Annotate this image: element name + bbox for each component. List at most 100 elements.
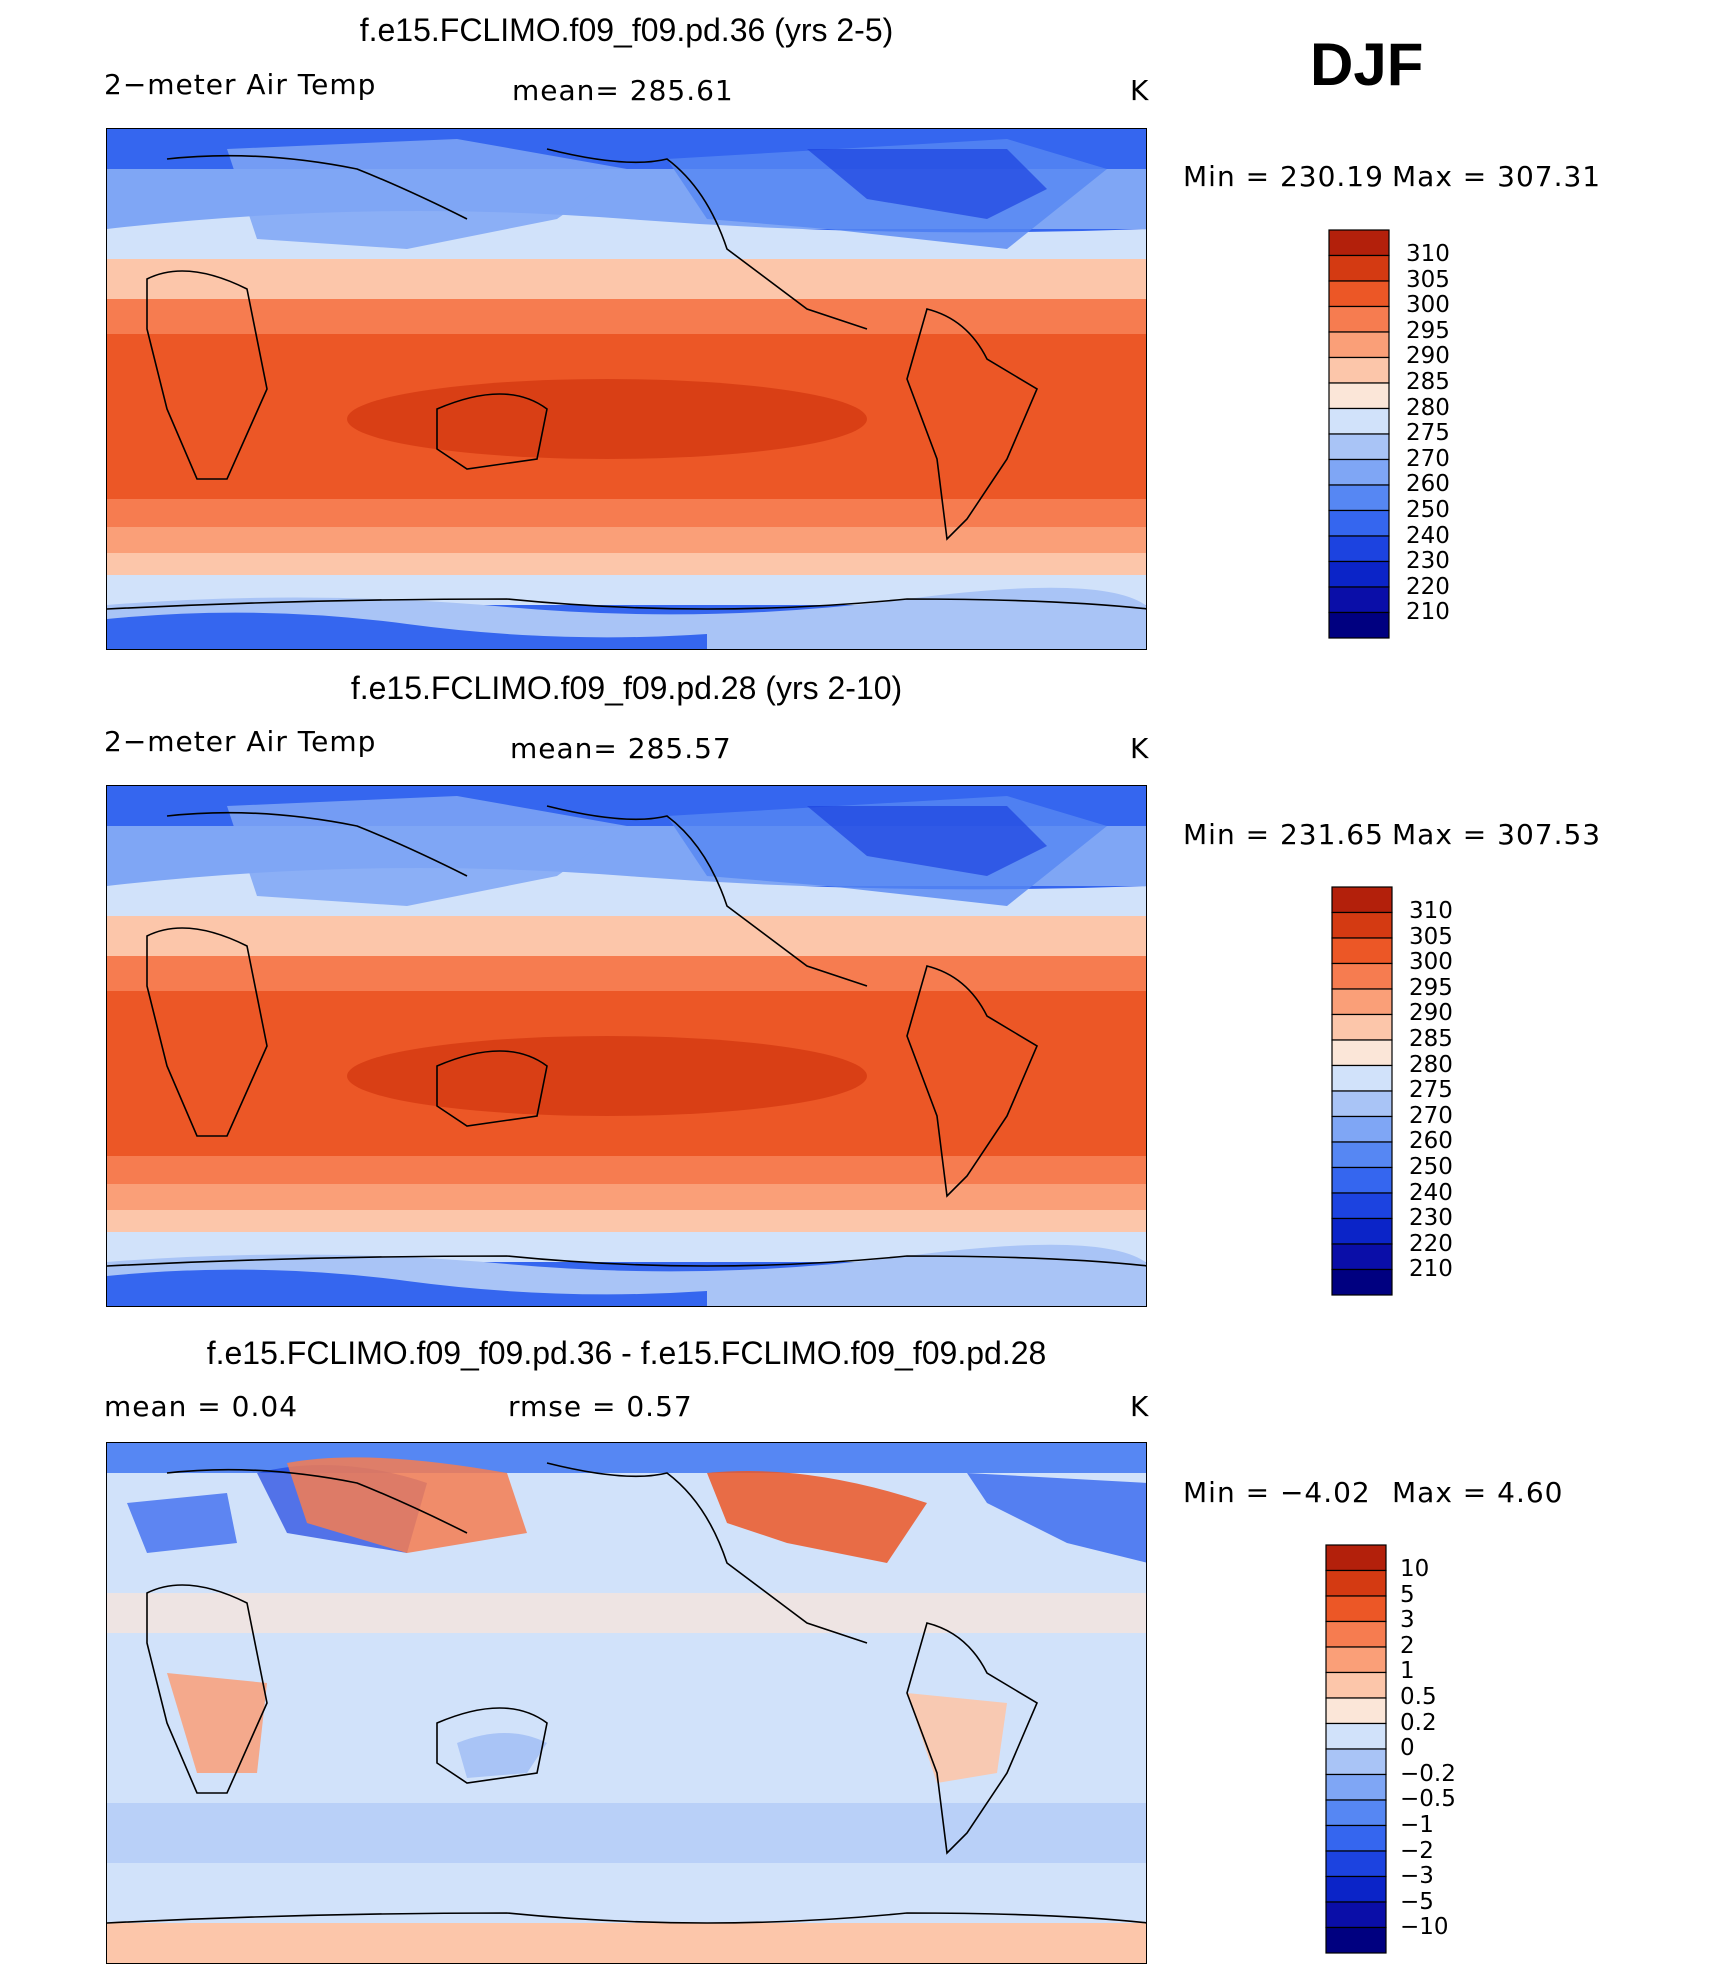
colorbar-tick-label: 305: [1409, 923, 1453, 950]
colorbar-box: [1328, 611, 1390, 639]
colorbar-box: [1325, 1850, 1387, 1878]
panel-2-map-svg: [107, 786, 1146, 1306]
colorbar-box: [1325, 1748, 1387, 1776]
colorbar-tick-label: 280: [1409, 1051, 1453, 1078]
colorbar-box: [1331, 1268, 1393, 1296]
panel-1-left-label: 2−meter Air Temp: [104, 68, 377, 101]
panel-2-left-label: 2−meter Air Temp: [104, 725, 377, 758]
panel-3-mean-label: mean = 0.04: [104, 1390, 299, 1423]
colorbar-box: [1328, 229, 1390, 257]
colorbar-tick-label: 290: [1406, 343, 1450, 370]
colorbar-tick-label: 270: [1406, 445, 1450, 472]
colorbar-tick-label: 240: [1406, 522, 1450, 549]
colorbar-tick-label: 270: [1409, 1102, 1453, 1129]
colorbar-tick-label: −10: [1400, 1914, 1449, 1941]
colorbar-tick-label: 295: [1406, 317, 1450, 344]
colorbar-box: [1325, 1773, 1387, 1801]
colorbar-box: [1325, 1875, 1387, 1903]
colorbar-tick-label: 250: [1409, 1154, 1453, 1180]
panel-1-map: [106, 128, 1147, 650]
colorbar-tick-label: −0.5: [1400, 1786, 1456, 1813]
panel-1-units: K: [1130, 74, 1150, 107]
season-label: DJF: [1310, 31, 1424, 98]
colorbar-tick-label: 295: [1409, 974, 1453, 1001]
colorbar-box: [1328, 305, 1390, 333]
panel-2-map: [106, 785, 1147, 1307]
colorbar-tick-label: 285: [1409, 1026, 1453, 1052]
colorbar-box: [1328, 509, 1390, 537]
colorbar-tick-label: −1: [1400, 1812, 1434, 1838]
colorbar-tick-label: 1: [1400, 1658, 1415, 1685]
colorbar-box: [1331, 1217, 1393, 1245]
colorbar-box: [1325, 1901, 1387, 1929]
colorbar-box: [1331, 1064, 1393, 1092]
colorbar-tick-label: 310: [1406, 241, 1450, 267]
colorbar-box: [1328, 484, 1390, 512]
panel-2-colorbar-svg: [1331, 886, 1393, 1296]
panel-2-min: Min = 231.65: [1183, 818, 1384, 851]
colorbar-box: [1328, 280, 1390, 308]
colorbar-box: [1328, 254, 1390, 282]
colorbar-box: [1331, 911, 1393, 939]
colorbar-box: [1328, 356, 1390, 384]
panel-1-colorbar: [1328, 229, 1390, 644]
colorbar-box: [1328, 331, 1390, 359]
colorbar-box: [1328, 535, 1390, 563]
colorbar-box: [1331, 1166, 1393, 1194]
colorbar-box: [1325, 1544, 1387, 1572]
panel-3-colorbar: [1325, 1544, 1387, 1959]
colorbar-tick-label: 220: [1409, 1230, 1453, 1257]
colorbar-tick-label: 240: [1409, 1179, 1453, 1206]
colorbar-tick-label: 210: [1409, 1256, 1453, 1283]
colorbar-tick-label: 2: [1400, 1632, 1415, 1659]
panel-3-rmse-label: rmse = 0.57: [508, 1390, 693, 1423]
colorbar-tick-label: 230: [1409, 1205, 1453, 1232]
colorbar-box: [1331, 937, 1393, 965]
colorbar-box: [1328, 407, 1390, 435]
colorbar-box: [1331, 1013, 1393, 1041]
colorbar-tick-label: 290: [1409, 1000, 1453, 1027]
colorbar-tick-label: −3: [1400, 1863, 1434, 1890]
colorbar-box: [1331, 962, 1393, 990]
colorbar-box: [1325, 1646, 1387, 1674]
panel-3-map-svg: [107, 1443, 1146, 1963]
colorbar-tick-label: −0.2: [1400, 1760, 1456, 1787]
colorbar-box: [1331, 988, 1393, 1016]
colorbar-box: [1325, 1926, 1387, 1954]
colorbar-tick-label: 0.2: [1400, 1709, 1437, 1736]
colorbar-tick-label: 0: [1400, 1735, 1415, 1762]
panel-3-max: Max = 4.60: [1392, 1476, 1564, 1509]
panel-2-units: K: [1130, 732, 1150, 765]
colorbar-tick-label: 210: [1406, 599, 1450, 626]
panel-1-colorbar-svg: [1328, 229, 1390, 639]
colorbar-box: [1331, 1141, 1393, 1169]
panel-1-min: Min = 230.19: [1183, 160, 1384, 193]
colorbar-tick-label: 275: [1406, 420, 1450, 447]
colorbar-tick-label: 220: [1406, 573, 1450, 600]
panel-3-title: f.e15.FCLIMO.f09_f09.pd.36 - f.e15.FCLIM…: [206, 1335, 1047, 1371]
panel-3-min: Min = −4.02: [1183, 1476, 1371, 1509]
colorbar-box: [1325, 1595, 1387, 1623]
colorbar-tick-label: 260: [1406, 471, 1450, 498]
colorbar-box: [1328, 433, 1390, 461]
colorbar-box: [1331, 1090, 1393, 1118]
colorbar-box: [1328, 382, 1390, 410]
colorbar-box: [1325, 1824, 1387, 1852]
colorbar-box: [1325, 1799, 1387, 1827]
colorbar-box: [1331, 886, 1393, 914]
colorbar-tick-label: 305: [1406, 266, 1450, 293]
colorbar-box: [1325, 1722, 1387, 1750]
colorbar-tick-label: 10: [1400, 1556, 1430, 1582]
panel-2-mean-label: mean= 285.57: [510, 732, 732, 765]
colorbar-box: [1331, 1243, 1393, 1271]
colorbar-box: [1331, 1192, 1393, 1220]
panel-3-units: K: [1130, 1390, 1150, 1423]
panel-1-mean-label: mean= 285.61: [512, 74, 734, 107]
colorbar-tick-label: 230: [1406, 548, 1450, 575]
colorbar-box: [1328, 458, 1390, 486]
panel-2-max: Max = 307.53: [1392, 818, 1602, 851]
colorbar-box: [1325, 1569, 1387, 1597]
colorbar-tick-label: 310: [1409, 898, 1453, 924]
panel-1-map-svg: [107, 129, 1146, 649]
colorbar-box: [1328, 586, 1390, 614]
